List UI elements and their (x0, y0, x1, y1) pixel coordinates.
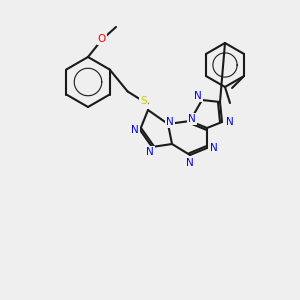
Text: N: N (186, 158, 194, 168)
Text: N: N (210, 143, 218, 153)
Text: N: N (226, 117, 234, 127)
Text: N: N (188, 114, 196, 124)
Text: S: S (140, 97, 147, 106)
Text: N: N (194, 91, 202, 101)
Text: O: O (98, 34, 106, 44)
Text: N: N (146, 147, 154, 157)
Text: N: N (131, 125, 139, 135)
Text: N: N (166, 117, 174, 127)
